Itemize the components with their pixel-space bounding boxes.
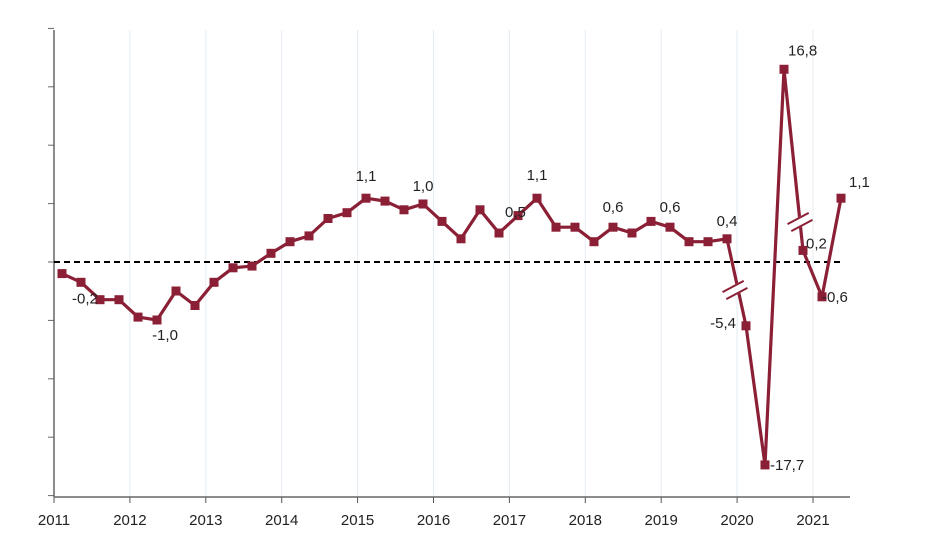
data-point [532, 193, 542, 203]
data-point [57, 269, 67, 279]
data-point [475, 205, 485, 215]
data-point [836, 193, 846, 203]
x-tick-label: 2015 [341, 512, 374, 529]
data-point [152, 315, 162, 325]
data-point [684, 237, 694, 247]
x-tick-label: 2014 [265, 512, 298, 529]
data-point [741, 321, 751, 331]
data-label: -1,0 [152, 327, 178, 344]
data-label: 0,6 [603, 199, 624, 216]
data-point [456, 234, 466, 244]
data-point [266, 248, 276, 258]
data-point [779, 64, 789, 74]
x-tick-label: 2018 [569, 512, 602, 529]
x-tick-label: 2019 [645, 512, 678, 529]
data-point [304, 231, 314, 241]
data-label: -17,7 [770, 457, 804, 474]
data-point [114, 295, 124, 305]
data-point [646, 216, 656, 226]
data-label: 16,8 [788, 42, 817, 59]
data-label: -0,6 [822, 289, 848, 306]
data-point [171, 286, 181, 296]
data-point [760, 460, 770, 470]
data-label: 0,5 [505, 204, 526, 221]
data-label: 0,6 [660, 199, 681, 216]
data-label: 1,1 [527, 167, 548, 184]
axis-break-stroke [787, 211, 810, 225]
data-point [228, 263, 238, 273]
data-label: 0,2 [806, 235, 827, 252]
axis-break-stroke [790, 219, 813, 233]
data-point [722, 234, 732, 244]
data-point [76, 277, 86, 287]
data-point [627, 228, 637, 238]
data-point [209, 277, 219, 287]
data-point [323, 214, 333, 223]
x-tick-label: 2011 [38, 512, 70, 529]
data-point [589, 237, 599, 247]
x-tick-label: 2017 [493, 512, 526, 529]
x-tick-label: 2012 [113, 512, 146, 529]
data-label: -0,2 [72, 291, 98, 308]
axis-break-gap [722, 279, 748, 301]
data-point [342, 208, 352, 218]
data-point [418, 199, 428, 209]
data-label: 1,1 [849, 174, 870, 191]
data-point [190, 301, 200, 310]
data-point [399, 205, 409, 215]
axis-break-icon [722, 279, 748, 301]
data-label: 1,1 [356, 168, 377, 185]
data-point [703, 237, 713, 247]
x-tick-label: 2013 [189, 512, 222, 529]
data-point [798, 245, 808, 255]
data-point [380, 196, 390, 206]
data-point [570, 222, 580, 232]
x-tick-label: 2016 [417, 512, 450, 529]
data-point [437, 216, 447, 226]
x-tick-label: 2020 [720, 512, 753, 529]
data-point [494, 228, 504, 238]
axis-break-gap [787, 211, 813, 233]
data-label: 0,4 [717, 213, 738, 230]
axis-break-icon [787, 211, 813, 233]
axis-break-stroke [722, 279, 745, 293]
data-label: -5,4 [710, 315, 736, 332]
data-point [665, 222, 675, 232]
data-point [608, 222, 618, 232]
data-point [133, 312, 143, 322]
series-line [61, 67, 843, 467]
data-point [285, 237, 295, 247]
data-label: 1,0 [413, 178, 434, 195]
data-point [817, 292, 827, 302]
axis-break-stroke [725, 287, 748, 301]
x-tick-label: 2021 [796, 512, 829, 529]
data-point [551, 222, 561, 232]
data-point [95, 295, 105, 305]
data-point [247, 261, 257, 271]
data-point [361, 193, 371, 203]
data-point [513, 211, 523, 221]
